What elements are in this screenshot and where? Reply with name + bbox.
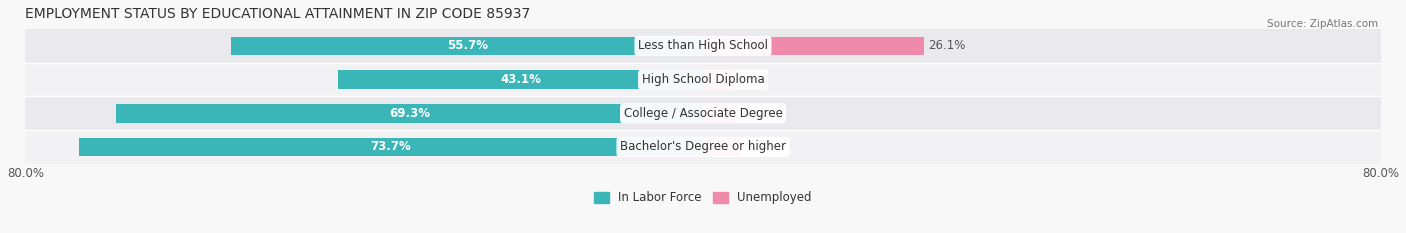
Bar [79,138,703,156]
Legend: In Labor Force, Unemployed: In Labor Force, Unemployed [589,187,817,209]
Text: 4.1%: 4.1% [742,107,772,120]
Bar [231,37,703,55]
Text: Bachelor's Degree or higher: Bachelor's Degree or higher [620,140,786,154]
Bar [703,37,924,55]
Text: 3.6%: 3.6% [738,73,768,86]
Text: 73.7%: 73.7% [371,140,412,154]
Bar [337,70,703,89]
Bar [703,70,734,89]
Text: Source: ZipAtlas.com: Source: ZipAtlas.com [1267,19,1378,29]
Text: 43.1%: 43.1% [501,73,541,86]
Bar [117,104,703,123]
Text: 4.5%: 4.5% [745,140,775,154]
Text: Less than High School: Less than High School [638,39,768,52]
Bar [25,29,1381,63]
Bar [25,130,1381,164]
Text: High School Diploma: High School Diploma [641,73,765,86]
Bar [703,104,738,123]
Text: 69.3%: 69.3% [389,107,430,120]
Text: EMPLOYMENT STATUS BY EDUCATIONAL ATTAINMENT IN ZIP CODE 85937: EMPLOYMENT STATUS BY EDUCATIONAL ATTAINM… [25,7,530,21]
Bar [25,96,1381,130]
Bar [703,138,741,156]
Text: 55.7%: 55.7% [447,39,488,52]
Bar [25,63,1381,96]
Text: College / Associate Degree: College / Associate Degree [624,107,782,120]
Text: 26.1%: 26.1% [928,39,966,52]
